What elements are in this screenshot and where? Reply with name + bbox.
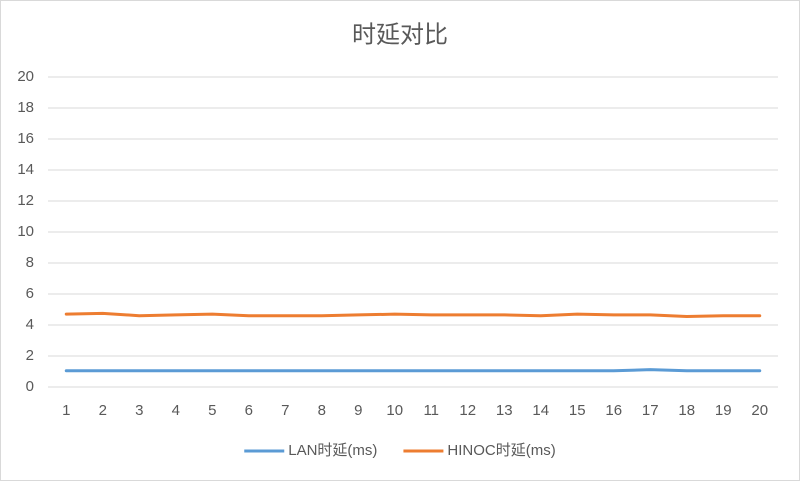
y-tick-label: 14 [17,161,34,178]
y-tick-label: 12 [17,192,34,209]
y-tick-label: 8 [26,254,34,271]
x-tick-label: 14 [532,402,549,419]
x-tick-label: 16 [605,402,622,419]
x-tick-label: 3 [135,402,143,419]
chart-title: 时延对比 [352,21,448,48]
x-tick-label: 6 [245,402,253,419]
data-line [64,311,762,318]
x-tick-label: 4 [172,402,180,419]
y-tick-label: 2 [26,347,34,364]
y-tick-label: 20 [17,68,34,85]
y-tick-label: 0 [26,378,34,395]
y-tick-label: 4 [26,316,34,333]
y-tick-label: 10 [17,223,34,240]
x-tick-label: 10 [386,402,403,419]
y-tick-label: 18 [17,99,34,116]
x-tick-label: 18 [678,402,695,419]
x-tick-label: 12 [459,402,476,419]
x-tick-label: 5 [208,402,216,419]
x-tick-label: 2 [99,402,107,419]
x-tick-label: 8 [318,402,326,419]
x-tick-label: 15 [569,402,586,419]
x-tick-label: 7 [281,402,289,419]
x-tick-label: 1 [62,402,70,419]
y-tick-label: 16 [17,130,34,147]
x-tick-label: 13 [496,402,513,419]
x-tick-label: 19 [715,402,732,419]
x-tick-label: 20 [751,402,768,419]
data-line [64,368,762,373]
x-tick-label: 9 [354,402,362,419]
x-tick-label: 11 [423,402,439,419]
x-tick-label: 17 [642,402,659,419]
legend-label: LAN时延(ms) [288,442,377,459]
y-tick-label: 6 [26,285,34,302]
legend-label: HINOC时延(ms) [447,442,555,459]
